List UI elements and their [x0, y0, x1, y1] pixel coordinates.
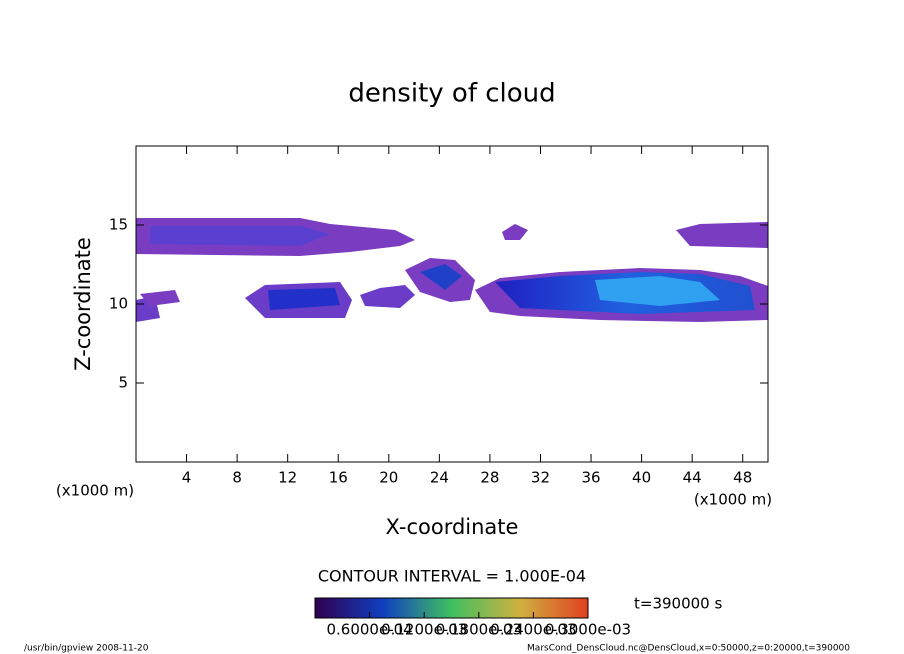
- y-axis-label: Z-coordinate: [71, 237, 95, 371]
- contour-note: CONTOUR INTERVAL = 1.000E-04: [318, 567, 586, 586]
- x-tick-label: 32: [531, 469, 550, 487]
- x-tick-label: 24: [430, 469, 449, 487]
- colorbar-tick-label: 0.1200e-03: [381, 621, 467, 639]
- colorbar-tick-label: 0.2400e-03: [490, 621, 576, 639]
- y-tick-label: 10: [109, 295, 128, 313]
- x-tick-label: 8: [232, 469, 242, 487]
- x-unit: (x1000 m): [694, 491, 772, 509]
- colorbar: [314, 597, 589, 619]
- x-tick-label: 44: [683, 469, 702, 487]
- y-tick-label: 15: [109, 216, 128, 234]
- footer-left: /usr/bin/gpview 2008-11-20: [24, 644, 149, 654]
- x-tick-label: 12: [278, 469, 297, 487]
- chart-title: density of cloud: [348, 79, 555, 109]
- x-tick-label: 36: [581, 469, 600, 487]
- x-tick-label: 16: [329, 469, 348, 487]
- x-tick-label: 40: [632, 469, 651, 487]
- colorbar-tick-label: 0.1800e-03: [436, 621, 522, 639]
- y-tick-label: 5: [118, 374, 128, 392]
- x-tick-label: 28: [480, 469, 499, 487]
- time-label: t=390000 s: [634, 595, 722, 613]
- x-axis-label: X-coordinate: [386, 515, 519, 539]
- footer-right: MarsCond_DensCloud.nc@DensCloud,x=0:5000…: [527, 644, 850, 654]
- x-tick-label: 48: [733, 469, 752, 487]
- y-unit: (x1000 m): [56, 482, 134, 500]
- colorbar-tick-label: 0.3000e-03: [545, 621, 631, 639]
- x-tick-label: 4: [182, 469, 192, 487]
- x-tick-label: 20: [379, 469, 398, 487]
- colorbar-tick-label: 0.6000e-04: [326, 621, 412, 639]
- cloud-field: [136, 218, 768, 322]
